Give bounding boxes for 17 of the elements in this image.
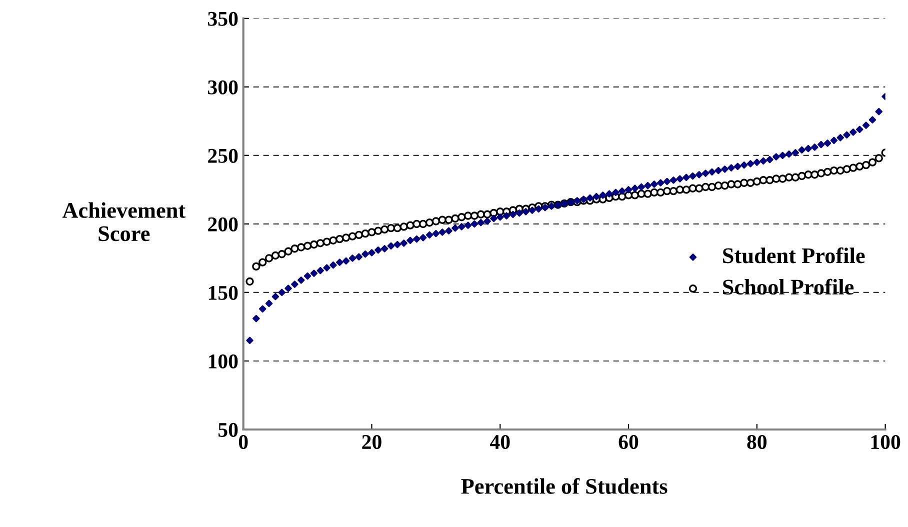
y-tick-label: 200 [208,217,238,232]
x-tick-label: 80 [747,434,767,450]
x-tick-label: 0 [238,434,248,450]
y-tick-label: 350 [208,12,238,26]
legend-label: Student Profile [723,247,865,264]
y-tick-label: 250 [208,148,238,163]
y-tick-label: 100 [208,354,238,368]
legend-label: School Profile [723,278,854,295]
y-tick-label: 150 [208,286,238,300]
x-tick-label: 60 [618,434,638,450]
x-tick-label: 40 [490,434,510,450]
x-tick-label: 20 [362,434,382,450]
y-axis-title: Achievement Score [62,202,186,242]
x-tick-label: 100 [871,434,900,450]
y-tick-label: 300 [208,80,238,94]
y-tick-label: 50 [218,422,238,437]
x-axis-title: Percentile of Students [461,478,668,494]
